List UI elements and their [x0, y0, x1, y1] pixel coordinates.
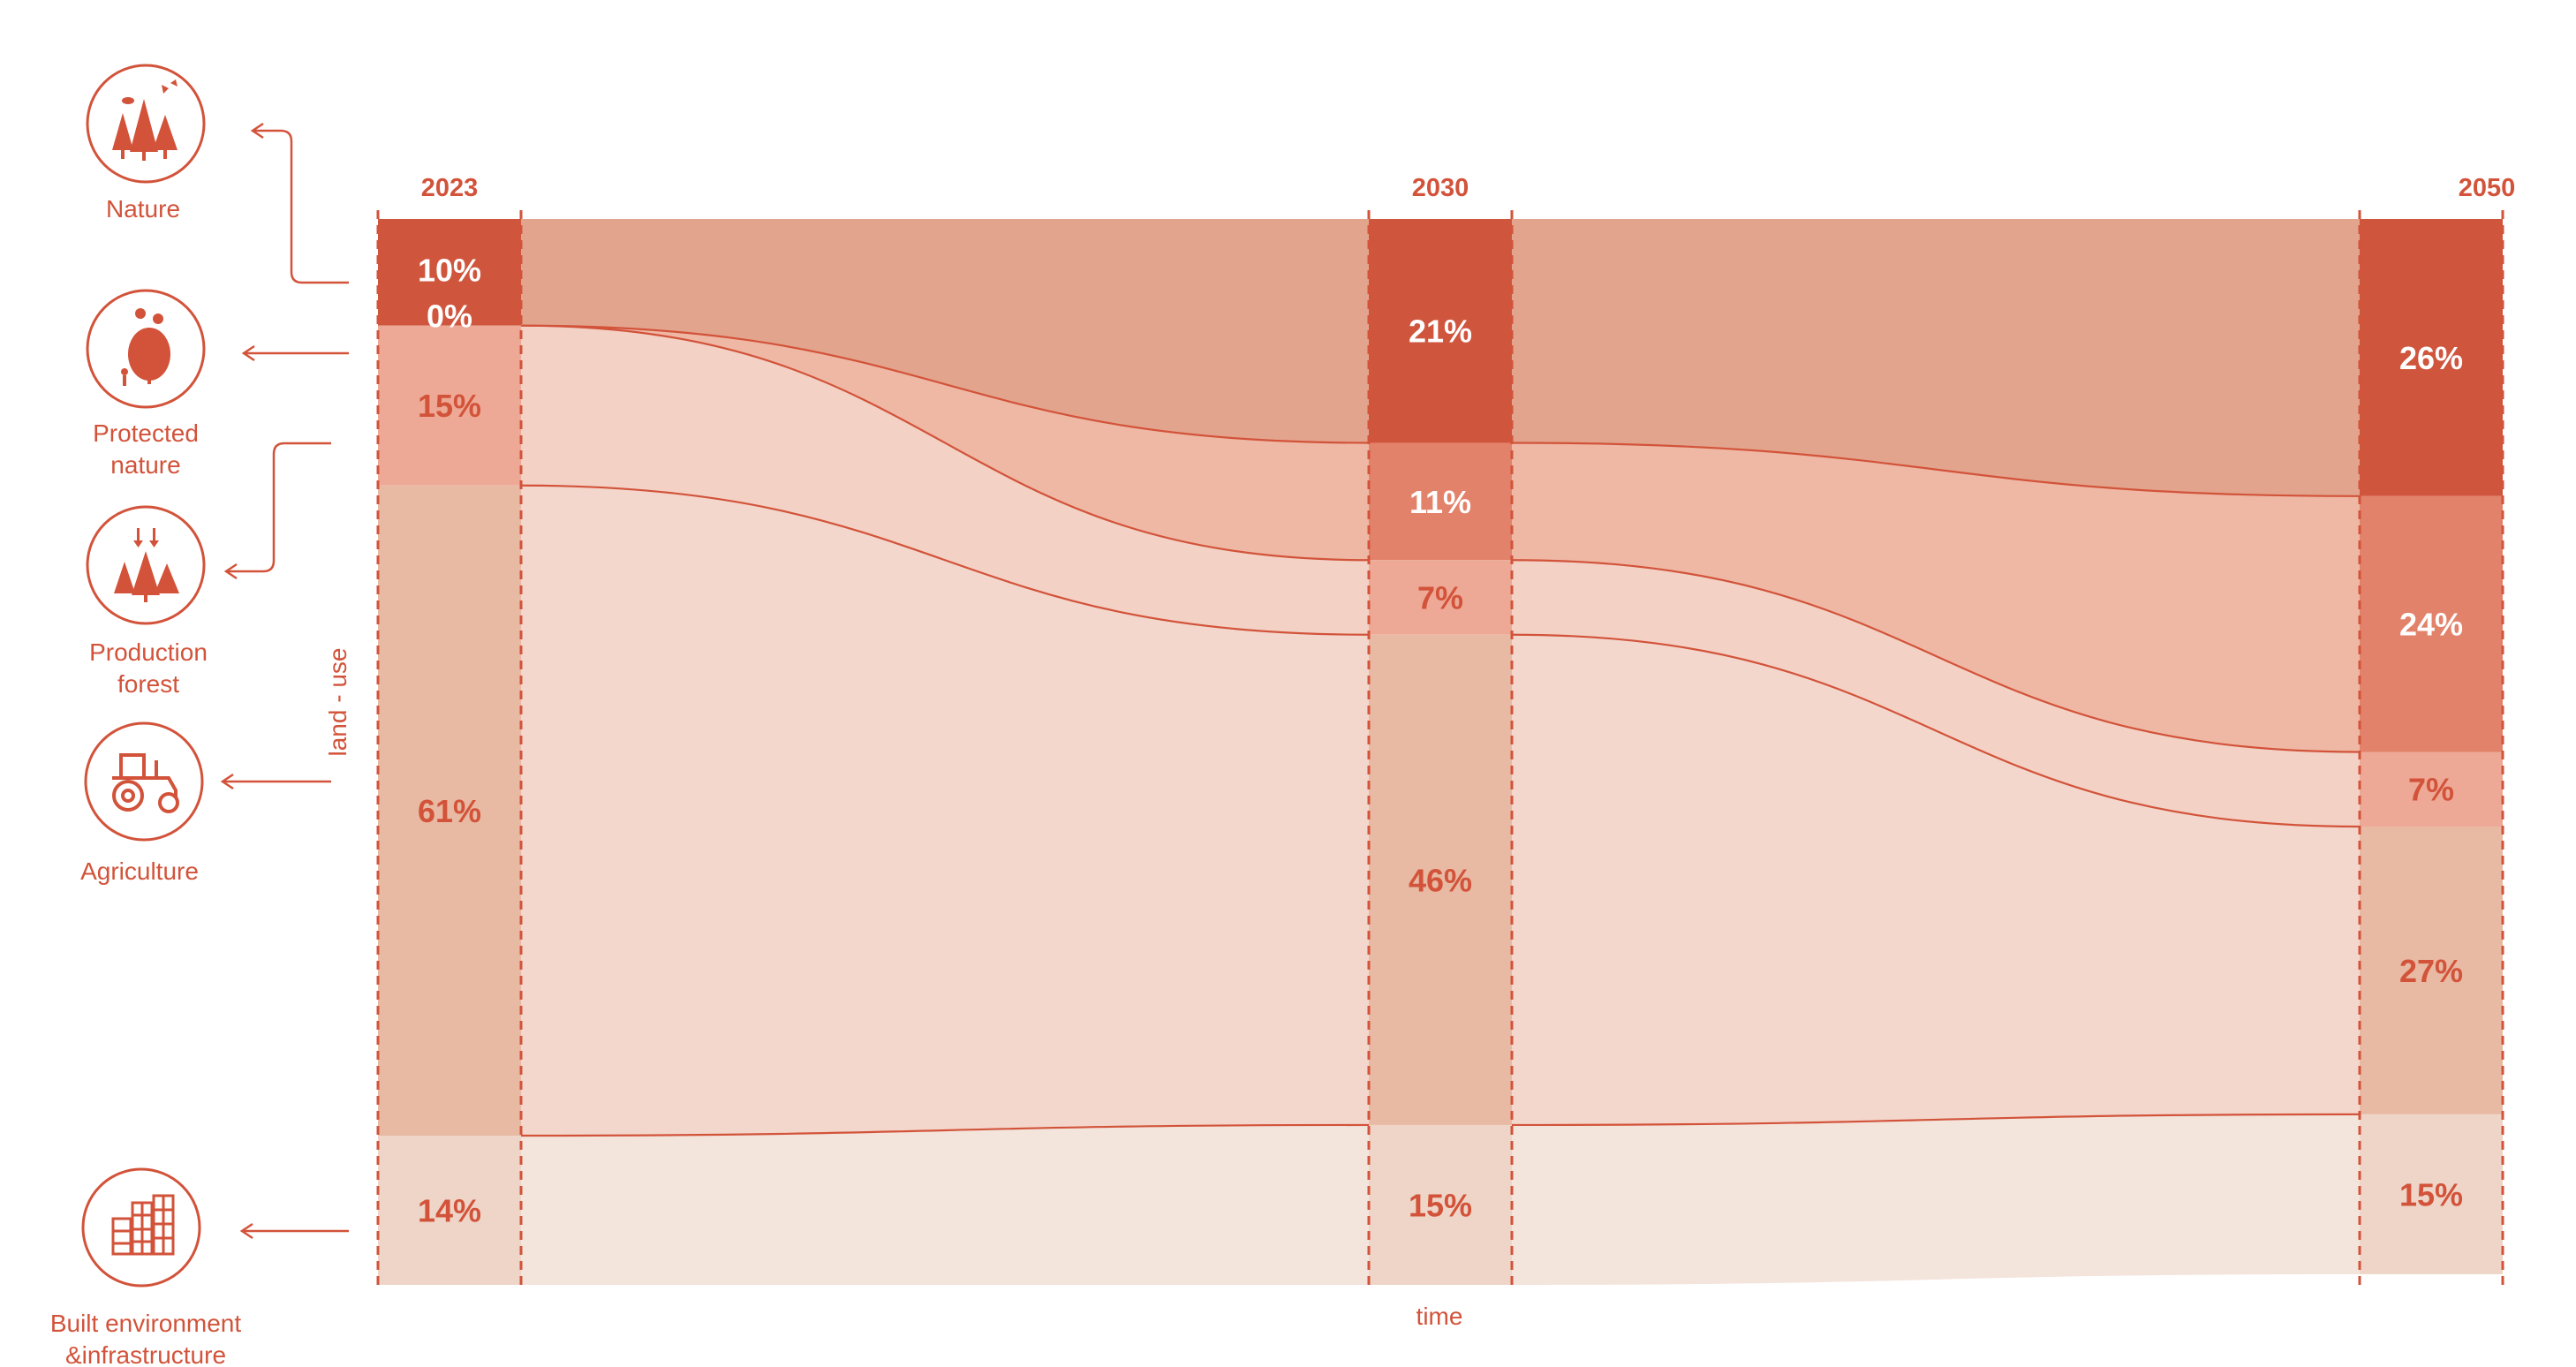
- legend-line-built-1: &infrastructure: [65, 1341, 226, 1367]
- arrow-nature: [253, 129, 349, 284]
- pct-label-agriculture-2030: 46%: [1409, 862, 1472, 898]
- year-label-2050: 2050: [2459, 174, 2516, 202]
- bar-forest-2030: [1369, 560, 1512, 635]
- year-labels: 2023 2030 2050: [421, 174, 2516, 202]
- bar-agriculture-2023: [378, 485, 521, 1137]
- legend-arrows: [220, 122, 349, 1240]
- bar-nature-2050: [2360, 219, 2503, 496]
- bar-agriculture-2050: [2360, 826, 2503, 1114]
- boundary-1-0: [520, 324, 1370, 444]
- flow-boundaries: [520, 324, 2361, 1137]
- boundary-2-0: [520, 324, 1370, 562]
- x-axis-label: time: [1416, 1303, 1463, 1330]
- boundary-1-1: [1511, 442, 2361, 497]
- legend-line-agriculture-0: Agriculture: [80, 857, 199, 885]
- pct-label-nature-2030: 21%: [1409, 313, 1472, 350]
- legend-line-nature-0: Nature: [106, 195, 180, 223]
- tractor-icon: [84, 721, 204, 842]
- arrow-forest: [226, 442, 331, 573]
- pct-label-built-2050: 15%: [2399, 1176, 2463, 1212]
- arrowhead-agriculture: [220, 773, 234, 790]
- ribbon-built-0: [521, 1124, 1369, 1285]
- ribbon-nature-1: [1512, 219, 2360, 496]
- ribbon-built-1: [1512, 1114, 2360, 1285]
- legend-line-built-0: Built environment: [50, 1310, 242, 1337]
- y-axis-label: land - use: [324, 648, 351, 757]
- percentage-labels: 10% 0% 15% 61% 14% 21% 11% 7% 46% 15% 26% 24% 7% 27% 1…: [418, 252, 2463, 1228]
- pct-label-protected-2023: 0%: [427, 298, 472, 335]
- trees-bird-icon: [86, 64, 206, 184]
- legend-label-agriculture: Agriculture: [80, 857, 199, 885]
- arrowhead-forest: [223, 563, 238, 580]
- boundary-3-0: [520, 484, 1370, 636]
- boundary-2-1: [1511, 559, 2361, 753]
- bar-built-2023: [378, 1136, 521, 1285]
- arrowhead-built: [239, 1222, 253, 1240]
- legend-line-protected-1: nature: [110, 451, 180, 479]
- legend-label-protected-nature: Protected nature: [93, 419, 199, 479]
- bar-built-2030: [1369, 1124, 1512, 1285]
- pct-label-nature-2050: 26%: [2399, 340, 2463, 376]
- production-forest-icon: [86, 505, 206, 625]
- legend-line-protected-0: Protected: [93, 419, 199, 447]
- boundary-4-0: [520, 1123, 1370, 1137]
- bar-nature-2030: [1369, 219, 1512, 443]
- pct-label-built-2023: 14%: [418, 1193, 481, 1229]
- bar-forest-2023: [378, 325, 521, 486]
- protected-bush-icon: [86, 289, 206, 409]
- arrowhead-nature: [250, 122, 264, 140]
- pct-label-forest-2050: 7%: [2408, 772, 2454, 808]
- pct-label-protected-2030: 11%: [1409, 484, 1471, 520]
- year-label-2023: 2023: [421, 174, 479, 202]
- legend-line-forest-1: forest: [117, 670, 179, 698]
- building-icon: [81, 1167, 201, 1288]
- pct-label-agriculture-2050: 27%: [2399, 953, 2463, 989]
- pct-label-forest-2023: 15%: [418, 388, 481, 424]
- ribbon-agriculture-1: [1512, 634, 2360, 1125]
- legend-label-nature: Nature: [106, 195, 180, 223]
- pct-label-agriculture-2023: 61%: [418, 793, 481, 829]
- bar-protected-2050: [2360, 495, 2503, 752]
- ribbon-nature-0: [521, 219, 1369, 443]
- year-bars: [378, 219, 2503, 1285]
- pct-label-nature-2023: 10%: [418, 252, 481, 288]
- pct-label-built-2030: 15%: [1409, 1187, 1472, 1223]
- ribbon-agriculture-0: [521, 485, 1369, 1137]
- bar-built-2050: [2360, 1114, 2503, 1274]
- ribbon-forest-0: [521, 325, 1369, 635]
- bar-protected-2030: [1369, 442, 1512, 561]
- legend-label-built-environment: Built environment &infrastructure: [50, 1310, 242, 1367]
- legend-label-production-forest: Production forest: [89, 638, 208, 698]
- ribbon-protected-1: [1512, 442, 2360, 752]
- boundary-4-1: [1511, 1113, 2361, 1127]
- ribbon-forest-1: [1512, 560, 2360, 827]
- bar-forest-2050: [2360, 751, 2503, 827]
- bar-nature-2023: [378, 219, 521, 326]
- bar-agriculture-2030: [1369, 634, 1512, 1125]
- year-label-2030: 2030: [1412, 174, 1469, 202]
- pct-label-protected-2050: 24%: [2399, 607, 2463, 643]
- category-legend: Nature Protected nature Production forest …: [50, 64, 349, 1367]
- pct-label-forest-2030: 7%: [1417, 579, 1463, 616]
- flow-ribbons: [521, 219, 2360, 1285]
- boundary-3-1: [1511, 633, 2361, 828]
- legend-line-forest-0: Production: [89, 638, 208, 666]
- arrowhead-protected: [241, 344, 255, 362]
